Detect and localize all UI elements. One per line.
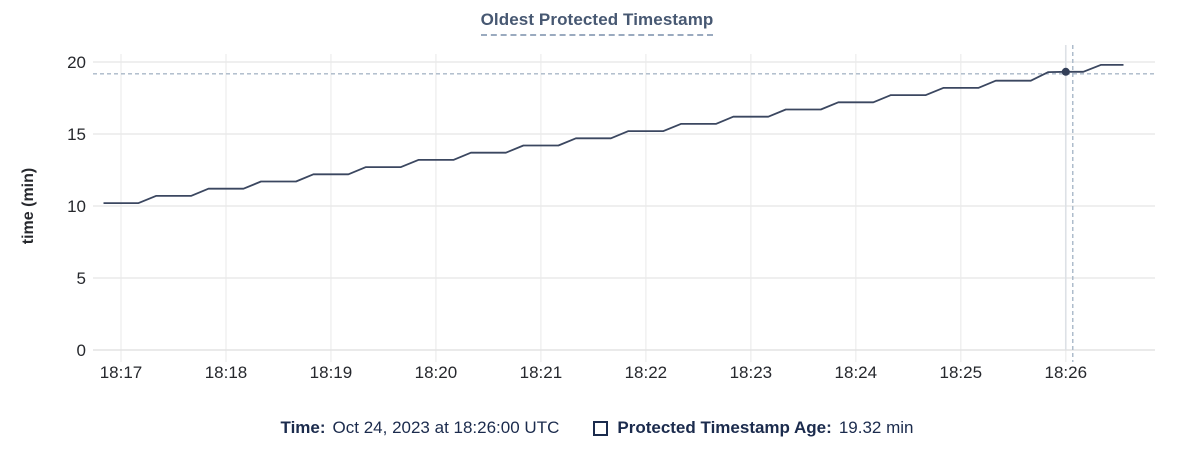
legend-swatch-icon[interactable]	[593, 420, 609, 436]
chart-canvas[interactable]: 0 5 10 15 20 18:17 18:18 18:19 18:20 18:21 18:22 18…	[0, 0, 1194, 400]
y-tick-label: 20	[67, 53, 86, 72]
y-tick-label: 5	[77, 269, 86, 288]
chart-title-row: Oldest Protected Timestamp	[0, 10, 1194, 36]
x-tick-label: 18:18	[205, 363, 248, 382]
x-tick-label: 18:17	[100, 363, 143, 382]
time-value: Oct 24, 2023 at 18:26:00 UTC	[332, 418, 560, 437]
hover-time-readout: Time: Oct 24, 2023 at 18:26:00 UTC	[281, 418, 560, 438]
y-tick-label: 0	[77, 341, 86, 360]
y-tick-label: 10	[67, 197, 86, 216]
series-value: 19.32 min	[838, 418, 914, 437]
x-tick-label: 18:21	[520, 363, 563, 382]
x-tick-label: 18:26	[1044, 363, 1087, 382]
series-line-protected-timestamp-age	[103, 64, 1124, 204]
x-tick-label: 18:23	[730, 363, 773, 382]
y-axis-title: time (min)	[20, 168, 37, 244]
series-label: Protected Timestamp Age:	[617, 418, 832, 437]
chart-title[interactable]: Oldest Protected Timestamp	[480, 10, 714, 36]
y-tick-label: 15	[67, 125, 86, 144]
x-tick-label: 18:20	[415, 363, 458, 382]
x-tick-label: 18:22	[625, 363, 668, 382]
hover-point-marker[interactable]	[1061, 67, 1070, 76]
chart-footer: Time: Oct 24, 2023 at 18:26:00 UTC Prote…	[0, 418, 1194, 438]
x-tick-label: 18:25	[940, 363, 983, 382]
time-label: Time:	[280, 418, 326, 437]
x-tick-label: 18:24	[835, 363, 878, 382]
x-tick-label: 18:19	[310, 363, 353, 382]
legend-item-protected-timestamp-age[interactable]: Protected Timestamp Age: 19.32 min	[593, 418, 913, 438]
